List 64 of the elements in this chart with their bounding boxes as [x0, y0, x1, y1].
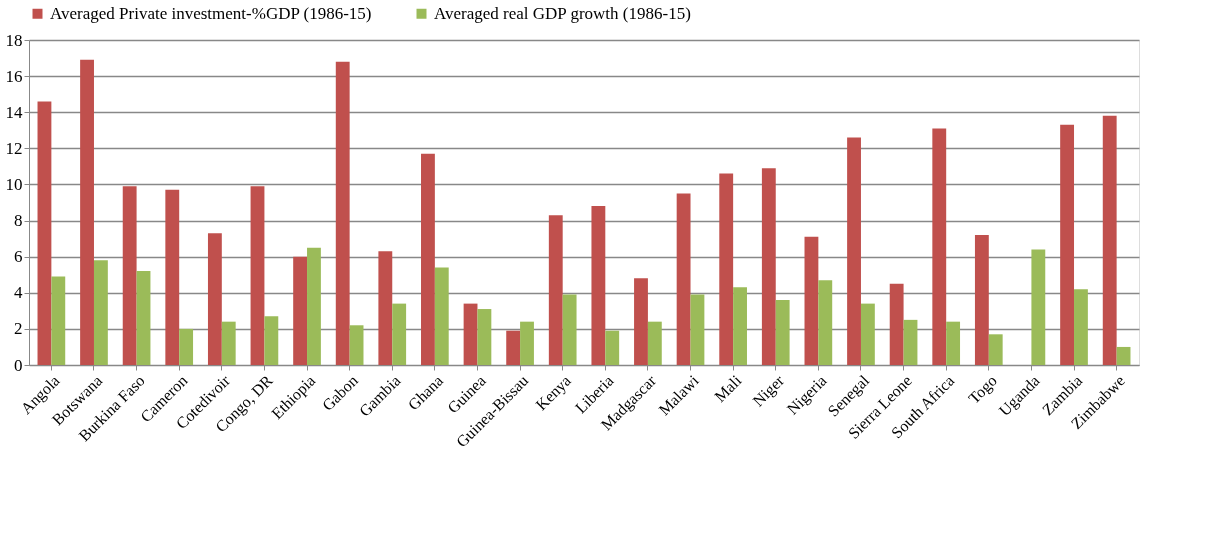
y-tick-label: 0 — [14, 355, 23, 375]
bar — [889, 283, 904, 365]
bar — [974, 235, 989, 365]
bar — [221, 321, 236, 365]
bar — [264, 316, 279, 365]
bar — [946, 321, 961, 365]
bar — [1074, 289, 1088, 365]
y-tick-label: 12 — [5, 138, 23, 158]
bar — [520, 321, 534, 365]
bar — [250, 186, 265, 365]
bar — [93, 260, 108, 365]
y-tick-label: 10 — [5, 174, 23, 194]
bar — [349, 325, 364, 365]
bar — [293, 256, 308, 365]
bar — [335, 61, 350, 365]
bar — [676, 193, 691, 365]
bar — [179, 328, 194, 365]
bar — [1060, 124, 1075, 365]
y-tick-label: 6 — [14, 247, 23, 267]
bar — [548, 215, 563, 365]
bar — [591, 206, 606, 365]
bar — [421, 153, 435, 365]
y-tick-label: 2 — [14, 319, 23, 339]
bar — [1031, 249, 1046, 365]
bar — [80, 59, 94, 365]
bar — [903, 319, 918, 365]
legend-label: Averaged real GDP growth (1986-15) — [434, 3, 691, 23]
bar — [122, 186, 137, 365]
bar — [37, 101, 52, 365]
bar — [463, 303, 478, 365]
bar — [392, 303, 407, 365]
bar — [165, 189, 180, 365]
bar — [562, 294, 577, 365]
bar — [434, 267, 449, 365]
bar — [1116, 346, 1131, 365]
bar — [378, 251, 393, 365]
bar — [307, 247, 321, 365]
y-tick-label: 4 — [14, 283, 23, 303]
legend-label: Averaged Private investment-%GDP (1986-15) — [50, 3, 372, 23]
bar — [932, 128, 947, 365]
bar — [1102, 115, 1117, 365]
y-tick-label: 16 — [5, 66, 23, 86]
bar — [207, 233, 222, 365]
y-tick-label: 18 — [5, 30, 23, 50]
bar — [506, 330, 521, 365]
y-tick-label: 14 — [5, 102, 23, 122]
bar — [719, 173, 734, 365]
bar — [690, 294, 705, 365]
bar — [818, 280, 833, 365]
bar — [847, 137, 861, 365]
bar — [733, 287, 747, 365]
bar — [647, 321, 662, 365]
bar — [860, 303, 875, 365]
bar — [605, 330, 620, 365]
bar — [477, 309, 492, 365]
bar — [136, 271, 151, 365]
bar — [804, 236, 819, 365]
bar — [761, 168, 776, 365]
bar — [51, 276, 66, 365]
bar — [988, 334, 1003, 365]
bar — [634, 278, 648, 365]
bar — [775, 300, 790, 365]
x-tick-label: Togo — [965, 371, 1001, 408]
y-tick-label: 8 — [14, 211, 23, 231]
